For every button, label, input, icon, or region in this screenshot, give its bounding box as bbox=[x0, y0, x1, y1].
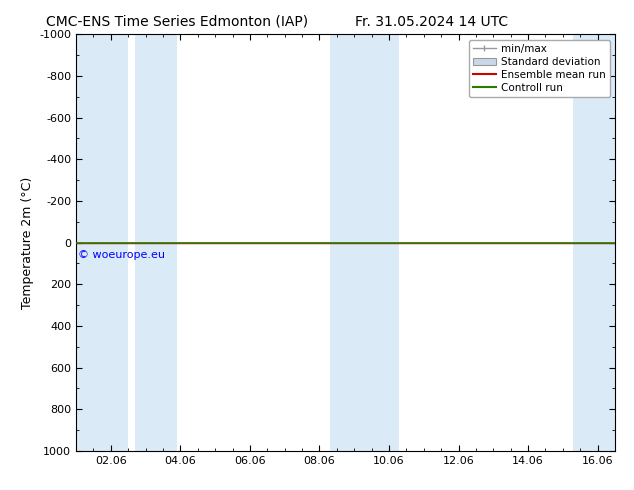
Y-axis label: Temperature 2m (°C): Temperature 2m (°C) bbox=[21, 176, 34, 309]
Bar bbox=[330, 34, 399, 451]
Legend: min/max, Standard deviation, Ensemble mean run, Controll run: min/max, Standard deviation, Ensemble me… bbox=[469, 40, 610, 97]
Text: CMC-ENS Time Series Edmonton (IAP): CMC-ENS Time Series Edmonton (IAP) bbox=[46, 15, 309, 29]
Bar bbox=[76, 34, 128, 451]
Text: Fr. 31.05.2024 14 UTC: Fr. 31.05.2024 14 UTC bbox=[354, 15, 508, 29]
Bar bbox=[135, 34, 177, 451]
Text: © woeurope.eu: © woeurope.eu bbox=[78, 250, 165, 260]
Bar bbox=[573, 34, 615, 451]
